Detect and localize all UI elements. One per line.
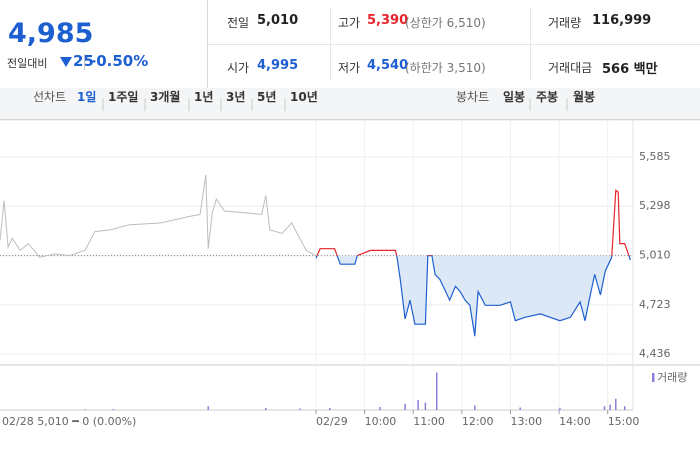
period-tab[interactable]: 10년	[290, 90, 318, 104]
footer-note: 02/28 5,010 ━ 0 (0.00%)	[2, 415, 136, 428]
price-line-down	[315, 255, 631, 337]
price-line	[0, 174, 317, 258]
volume-bar	[112, 409, 115, 410]
y-tick-label: 5,298	[639, 199, 671, 212]
tab-group-label: 봉차트	[456, 90, 490, 104]
volume-bar	[435, 372, 438, 410]
period-tab[interactable]: 5년	[257, 90, 277, 104]
header: 4,985 전일대비 25 -0.50% 전일 5,010 고가 5,390 (상한가 …	[0, 0, 700, 89]
y-tick-label: 4,436	[639, 347, 671, 360]
volume-bar	[474, 405, 476, 410]
stat-value: 116,999	[592, 13, 652, 28]
price-box: 4,985 전일대비 25 -0.50%	[0, 0, 208, 88]
price-area	[316, 255, 631, 337]
volume-bar	[329, 408, 331, 410]
change-rate: -0.50%	[90, 52, 149, 70]
volume-bar	[379, 407, 381, 410]
x-tick-label: 12:00	[462, 415, 494, 428]
volume-bar	[404, 403, 406, 410]
volume-bar	[84, 409, 86, 410]
volume-bar	[559, 407, 561, 410]
y-tick-label: 4,723	[639, 298, 671, 311]
stat-label: 시가	[227, 61, 250, 75]
volume-bar	[519, 407, 521, 410]
candle-tab[interactable]: 월봉	[573, 90, 596, 104]
volume-bar	[623, 406, 626, 410]
candle-tab[interactable]: 주봉	[536, 90, 559, 104]
volume-bar	[615, 398, 617, 410]
volume-bar	[299, 408, 301, 410]
stat-label: 고가	[338, 16, 361, 30]
volume-bar	[424, 402, 427, 410]
tab-bar: 선차트 1일 1주일 | 3개월 | 1년 | 3년 | 5년 | 10년 | 봉차트 일봉 주봉 | 월봉 |	[0, 88, 700, 120]
volume-bar	[207, 406, 209, 410]
volume-bar	[603, 406, 606, 410]
period-tab[interactable]: 1주일	[108, 90, 139, 104]
legend-label: 거래량	[657, 371, 687, 384]
stat-value: 4,540	[367, 58, 409, 73]
x-tick-label: 13:00	[510, 415, 542, 428]
period-tab[interactable]: 1년	[194, 90, 214, 104]
change-label: 전일대비	[7, 57, 48, 70]
y-tick-label: 5,010	[639, 249, 671, 262]
change: 25	[73, 52, 94, 70]
stat-value: 566 백만	[602, 62, 658, 77]
x-tick-label: 11:00	[413, 415, 445, 428]
stat-label: 거래대금	[548, 61, 593, 75]
stat-label: 전일	[227, 16, 250, 30]
stat-note: (하한가 3,510)	[405, 61, 486, 75]
candle-tab[interactable]: 일봉	[503, 90, 526, 104]
stat-label: 저가	[338, 61, 361, 75]
x-tick-label: 15:00	[608, 415, 640, 428]
stat-value: 5,010	[257, 13, 299, 28]
volume-bar	[265, 408, 267, 410]
x-tick-label: 02/29	[316, 415, 348, 428]
period-tab[interactable]: 1일	[77, 90, 97, 104]
chart: 5,585 5,298 5,010 4,723 4,436 02/29 10:00 11:00…	[0, 120, 700, 428]
stat-value: 4,995	[257, 58, 299, 73]
x-tick-label: 10:00	[365, 415, 397, 428]
period-tab[interactable]: 3개월	[150, 90, 181, 104]
current-price: 4,985	[8, 18, 94, 49]
legend-swatch	[652, 373, 655, 382]
period-tab[interactable]: 3년	[226, 90, 246, 104]
tab-group-label: 선차트	[33, 90, 67, 104]
stat-note: (상한가 6,510)	[405, 16, 486, 30]
volume-bar	[417, 400, 419, 410]
stat-value: 5,390	[367, 13, 409, 28]
y-tick-label: 5,585	[639, 150, 671, 163]
stat-label: 거래량	[548, 16, 582, 30]
down-icon	[60, 57, 72, 67]
volume-bar	[609, 404, 611, 410]
price-line-up	[316, 189, 630, 256]
x-tick-label: 14:00	[559, 415, 591, 428]
